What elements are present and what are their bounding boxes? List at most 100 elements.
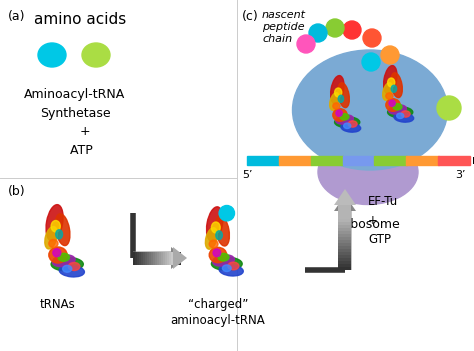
- Ellipse shape: [82, 43, 110, 67]
- Text: 5’: 5’: [242, 170, 252, 180]
- FancyArrow shape: [139, 252, 141, 265]
- FancyArrow shape: [155, 252, 157, 265]
- Ellipse shape: [341, 123, 361, 132]
- Ellipse shape: [53, 249, 61, 257]
- FancyArrow shape: [135, 252, 137, 265]
- Ellipse shape: [335, 88, 342, 97]
- Ellipse shape: [383, 83, 392, 100]
- Ellipse shape: [68, 263, 80, 271]
- FancyArrow shape: [338, 210, 352, 213]
- Ellipse shape: [38, 43, 66, 67]
- Circle shape: [381, 46, 399, 64]
- Text: amino acids: amino acids: [34, 12, 126, 27]
- FancyArrow shape: [338, 234, 352, 237]
- FancyArrow shape: [147, 252, 149, 265]
- Ellipse shape: [292, 50, 447, 170]
- Text: nascent
peptide
chain: nascent peptide chain: [262, 10, 306, 44]
- Text: (b): (b): [8, 185, 26, 198]
- Ellipse shape: [333, 103, 340, 109]
- Circle shape: [326, 19, 344, 37]
- Bar: [374, 155, 407, 165]
- FancyArrow shape: [161, 252, 163, 265]
- Circle shape: [343, 21, 361, 39]
- FancyArrow shape: [133, 247, 185, 269]
- Bar: [279, 155, 311, 165]
- Ellipse shape: [216, 231, 222, 240]
- FancyArrow shape: [338, 219, 352, 222]
- FancyArrow shape: [338, 225, 352, 228]
- FancyArrow shape: [151, 252, 153, 265]
- Ellipse shape: [386, 99, 400, 111]
- Ellipse shape: [209, 247, 227, 263]
- Ellipse shape: [340, 114, 349, 120]
- FancyArrow shape: [157, 252, 159, 265]
- Ellipse shape: [344, 123, 351, 128]
- Ellipse shape: [49, 239, 58, 247]
- FancyArrow shape: [163, 252, 165, 265]
- Ellipse shape: [348, 121, 357, 127]
- Ellipse shape: [49, 247, 67, 263]
- Ellipse shape: [335, 117, 360, 128]
- FancyArrow shape: [338, 231, 352, 234]
- Ellipse shape: [388, 78, 395, 87]
- FancyArrow shape: [334, 189, 356, 205]
- Ellipse shape: [338, 83, 349, 108]
- Ellipse shape: [51, 257, 83, 271]
- Text: Aminoacyl-tRNA
Synthetase
     +
   ATP: Aminoacyl-tRNA Synthetase + ATP: [24, 88, 126, 157]
- FancyArrow shape: [145, 252, 147, 265]
- FancyArrow shape: [338, 258, 352, 261]
- Bar: [438, 155, 471, 165]
- Text: EF-Tu
+
GTP: EF-Tu + GTP: [368, 195, 398, 246]
- FancyArrow shape: [137, 252, 139, 265]
- FancyArrow shape: [153, 252, 155, 265]
- FancyArrow shape: [334, 195, 356, 270]
- FancyArrow shape: [338, 243, 352, 246]
- FancyArrow shape: [133, 252, 181, 265]
- Bar: [343, 155, 375, 165]
- Ellipse shape: [209, 240, 218, 248]
- Ellipse shape: [386, 93, 393, 99]
- FancyArrow shape: [338, 249, 352, 252]
- Text: mRNA: mRNA: [472, 153, 474, 166]
- FancyArrow shape: [338, 216, 352, 219]
- Ellipse shape: [211, 222, 220, 233]
- FancyArrow shape: [338, 240, 352, 243]
- Ellipse shape: [222, 265, 231, 272]
- Circle shape: [297, 35, 315, 53]
- Ellipse shape: [59, 265, 84, 277]
- Ellipse shape: [228, 262, 239, 270]
- Circle shape: [309, 24, 327, 42]
- Circle shape: [363, 29, 381, 47]
- FancyArrow shape: [338, 267, 352, 270]
- Ellipse shape: [207, 207, 223, 241]
- FancyArrow shape: [338, 255, 352, 258]
- Circle shape: [437, 96, 461, 120]
- Bar: [311, 155, 343, 165]
- FancyArrow shape: [338, 213, 352, 216]
- Ellipse shape: [388, 107, 413, 118]
- Ellipse shape: [333, 109, 347, 121]
- Ellipse shape: [215, 216, 229, 246]
- Ellipse shape: [219, 265, 243, 276]
- Ellipse shape: [58, 253, 70, 261]
- Ellipse shape: [389, 105, 406, 114]
- FancyArrow shape: [338, 222, 352, 225]
- Ellipse shape: [45, 226, 57, 249]
- Ellipse shape: [205, 228, 218, 249]
- Ellipse shape: [51, 220, 60, 232]
- Ellipse shape: [46, 205, 63, 241]
- FancyArrow shape: [338, 237, 352, 240]
- Ellipse shape: [394, 113, 414, 122]
- Ellipse shape: [52, 255, 75, 267]
- Ellipse shape: [212, 255, 235, 266]
- FancyArrow shape: [159, 252, 161, 265]
- Ellipse shape: [338, 95, 344, 102]
- Ellipse shape: [336, 115, 354, 124]
- FancyArrow shape: [149, 252, 151, 265]
- Circle shape: [219, 205, 235, 221]
- FancyArrow shape: [173, 247, 187, 269]
- Text: tRNAs: tRNAs: [40, 298, 76, 311]
- FancyArrow shape: [169, 252, 171, 265]
- Bar: [406, 155, 438, 165]
- Ellipse shape: [211, 257, 242, 270]
